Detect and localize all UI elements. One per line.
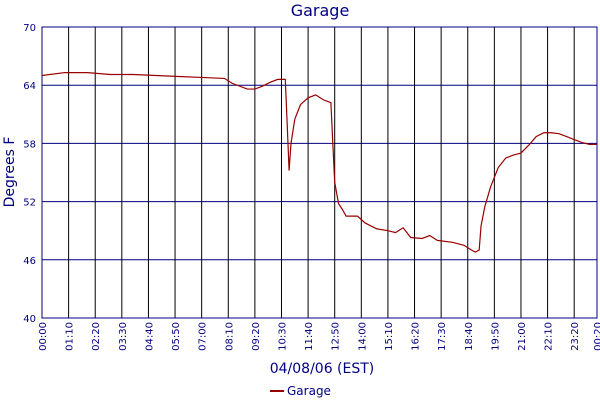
y-axis-label: Degrees F bbox=[2, 137, 18, 208]
x-tick-label: 00:20 bbox=[593, 322, 600, 351]
y-tick-label: 46 bbox=[23, 256, 36, 267]
x-tick-label: 11:40 bbox=[304, 322, 315, 351]
y-tick-label: 64 bbox=[23, 81, 36, 92]
x-tick-label: 04:40 bbox=[144, 322, 155, 351]
x-tick-label: 00:00 bbox=[38, 322, 49, 351]
x-tick-label: 03:30 bbox=[118, 322, 129, 351]
x-axis-label: 04/08/06 (EST) bbox=[270, 361, 375, 377]
y-tick-label: 52 bbox=[23, 198, 36, 209]
x-tick-label: 18:40 bbox=[464, 322, 475, 351]
x-tick-label: 19:50 bbox=[490, 322, 501, 351]
x-tick-label: 12:50 bbox=[331, 322, 342, 351]
legend-label: Garage bbox=[287, 384, 331, 398]
series-line bbox=[41, 71, 597, 253]
x-tick-label: 07:00 bbox=[198, 322, 209, 351]
x-tick-label: 08:10 bbox=[224, 322, 235, 351]
y-tick-label: 40 bbox=[23, 314, 36, 325]
x-tick-label: 05:50 bbox=[171, 322, 182, 351]
y-tick-label: 70 bbox=[23, 23, 36, 34]
x-tick-label: 16:20 bbox=[411, 322, 422, 351]
x-tick-label: 01:10 bbox=[65, 322, 76, 351]
chart-title: Garage bbox=[291, 1, 350, 20]
x-tick-label: 21:00 bbox=[517, 322, 528, 351]
x-tick-label: 10:30 bbox=[277, 322, 288, 351]
x-tick-label: 23:20 bbox=[570, 322, 581, 351]
plot-frame bbox=[41, 26, 598, 319]
x-tick-label: 02:20 bbox=[91, 322, 102, 351]
y-tick-label: 58 bbox=[23, 139, 36, 150]
x-tick-label: 14:00 bbox=[357, 322, 368, 351]
x-tick-label: 15:10 bbox=[384, 322, 395, 351]
x-tick-label: 22:10 bbox=[544, 322, 555, 351]
x-tick-label: 09:20 bbox=[251, 322, 262, 351]
x-tick-label: 17:30 bbox=[437, 322, 448, 351]
